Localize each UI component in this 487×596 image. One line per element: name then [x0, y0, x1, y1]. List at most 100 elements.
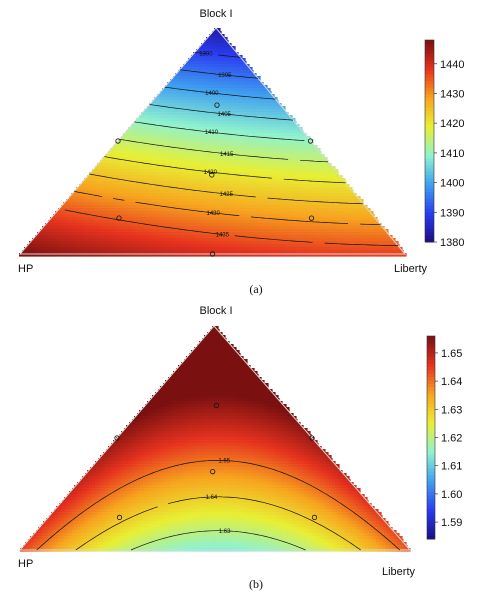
colorbar-strip: [427, 366, 435, 371]
design-point: [308, 215, 315, 221]
colorbar-tick-label: 1400: [440, 178, 464, 190]
contour-line: [164, 86, 276, 100]
colorbar-strip: [427, 481, 435, 486]
colorbar-strip: [425, 191, 434, 196]
contour-line: [75, 496, 361, 551]
contour-label: 1430: [206, 211, 220, 217]
colorbar-tick-label: 1420: [440, 118, 464, 130]
colorbar-strip: [425, 141, 434, 145]
colorbar-strip: [425, 50, 434, 54]
colorbar-strip: [427, 437, 435, 442]
colorbar-strip: [425, 46, 434, 51]
colorbar-strip: [425, 201, 434, 206]
colorbar-strip: [427, 342, 435, 347]
contour-label: 1390: [199, 52, 213, 58]
contour-line: [104, 156, 346, 184]
contour-line: [64, 209, 398, 246]
panel-a-points: [115, 102, 315, 257]
colorbar-strip: [425, 178, 434, 182]
colorbar-strip: [427, 383, 435, 388]
colorbar-strip: [427, 434, 435, 438]
colorbar-strip: [425, 161, 434, 166]
contour-label: 1425: [220, 192, 234, 198]
colorbar-strip: [427, 349, 435, 354]
colorbar-strip: [425, 107, 434, 112]
colorbar-strip: [425, 174, 434, 179]
colorbar-strip: [425, 147, 434, 152]
panel-a-colorbar: 1380 1390 1400 1410 1420 1430 1440: [424, 39, 464, 249]
colorbar-strip: [425, 73, 434, 78]
panel-a-label: (a): [249, 282, 262, 296]
colorbar-strip: [425, 117, 434, 122]
colorbar-strip: [425, 225, 434, 230]
colorbar-strip: [427, 444, 435, 449]
triangle-outline: [18, 27, 407, 255]
colorbar-strip: [427, 457, 435, 462]
colorbar-strip: [425, 228, 434, 233]
colorbar-strip: [427, 427, 435, 432]
colorbar-strip: [427, 464, 435, 469]
colorbar-strip: [427, 525, 435, 530]
colorbar-strip: [425, 164, 434, 169]
colorbar-strip: [425, 231, 434, 236]
colorbar-strip: [425, 53, 434, 58]
colorbar-strip: [425, 134, 434, 139]
colorbar-strip: [427, 400, 435, 405]
design-point: [114, 435, 120, 441]
design-point: [311, 514, 318, 521]
panel-a-field: [18, 27, 407, 257]
colorbar-strip: [427, 505, 435, 510]
design-point: [116, 215, 122, 221]
colorbar-strip: [425, 184, 434, 189]
colorbar-strip: [425, 204, 434, 209]
colorbar-strip: [427, 511, 435, 516]
contour-label: 1.65: [218, 459, 230, 465]
contour-line: [89, 173, 364, 205]
colorbar-tick-label: 1.60: [441, 489, 462, 501]
colorbar-strip: [427, 356, 435, 361]
colorbar-strip: [427, 518, 435, 523]
colorbar-tick-label: 1430: [440, 88, 464, 100]
colorbar-strip: [425, 77, 434, 81]
colorbar-strip: [427, 373, 435, 378]
colorbar-strip: [427, 363, 435, 367]
colorbar-strip: [427, 461, 435, 466]
colorbar-strip: [427, 491, 435, 496]
panel-b-field: [18, 325, 412, 552]
colorbar-strip: [425, 235, 434, 240]
colorbar-strip: [425, 208, 434, 213]
panel-b-contours: 1.63 1.64 1.65: [36, 459, 401, 551]
panel-a-vertex-top: Block I: [199, 8, 232, 20]
colorbar-tick-label: 1.64: [441, 376, 462, 388]
panel-b-points: [114, 402, 318, 521]
colorbar-strip: [425, 221, 434, 226]
colorbar-strip: [425, 93, 434, 98]
contour-label: 1435: [216, 232, 230, 238]
triangle-outline: [18, 325, 412, 551]
contour-label: 1.64: [206, 495, 218, 501]
colorbar-strip: [427, 336, 435, 340]
colorbar-tick-label: 1380: [440, 237, 464, 249]
colorbar-strip: [427, 447, 435, 452]
colorbar-tick-label: 1410: [440, 148, 464, 160]
contour-line: [179, 69, 259, 79]
panel-a: 1390 1395 1400 1405 1410 1415 1420 1425 1430 1435…: [18, 8, 464, 296]
colorbar-strip: [425, 56, 434, 61]
colorbar-strip: [425, 181, 434, 186]
colorbar-strip: [425, 124, 434, 129]
colorbar-strip: [427, 420, 435, 425]
colorbar-strip: [427, 379, 435, 384]
design-point: [309, 435, 315, 441]
colorbar-strip: [427, 386, 435, 391]
colorbar-strip: [427, 352, 435, 357]
contour-line: [149, 104, 294, 121]
colorbar-strip: [427, 467, 435, 472]
colorbar-strip: [425, 120, 434, 125]
contour-line: [194, 51, 241, 58]
panel-b-colorbar: 1.59 1.60 1.61 1.62 1.63 1.64 1.65: [426, 335, 462, 540]
colorbar-tick-label: 1.63: [441, 404, 462, 416]
panel-a-vertex-left: HP: [18, 263, 33, 275]
colorbar-strip: [425, 157, 434, 162]
colorbar-strip: [427, 410, 435, 415]
colorbar-tick-label: 1390: [440, 207, 464, 219]
